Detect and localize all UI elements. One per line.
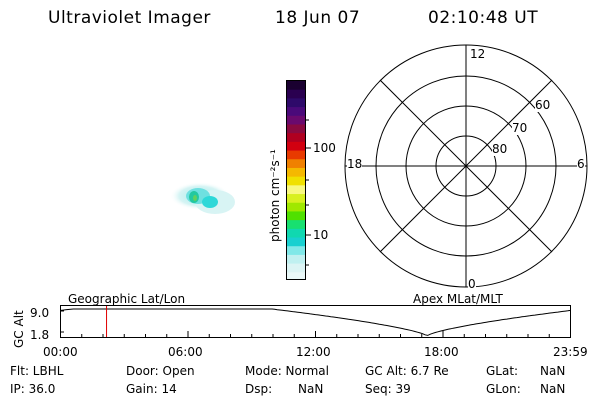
colorbar-segment bbox=[287, 254, 305, 265]
colorbar-segment bbox=[287, 107, 305, 117]
mlat-label-60: 60 bbox=[535, 98, 551, 112]
colorbar-segment bbox=[287, 81, 305, 91]
aurora-image bbox=[170, 182, 235, 214]
mlt-label-12: 12 bbox=[470, 47, 486, 61]
colorbar-segment bbox=[287, 159, 305, 169]
colorbar-segment bbox=[287, 133, 305, 143]
colorbar-segment bbox=[287, 246, 305, 256]
info-dsp-label: Dsp: bbox=[245, 382, 273, 396]
timeline-ytick-low: 1.8 bbox=[30, 328, 50, 342]
time-label: 02:10:48 UT bbox=[428, 8, 539, 28]
info-flt: Flt: LBHL bbox=[10, 364, 64, 378]
colorbar-tick-100: 100 bbox=[313, 141, 336, 155]
timeline-right-title: Apex MLat/MLT bbox=[413, 292, 503, 306]
colorbar-segment bbox=[287, 194, 305, 204]
colorbar-tick-10: 10 bbox=[313, 228, 329, 242]
mlat-label-80: 80 bbox=[492, 142, 508, 156]
colorbar-segment bbox=[287, 228, 305, 239]
mlat-label-70: 70 bbox=[512, 121, 528, 135]
colorbar-segment bbox=[287, 272, 305, 279]
colorbar-unit-label: photon cm⁻²s⁻¹ bbox=[268, 149, 282, 242]
colorbar bbox=[286, 80, 306, 280]
colorbar-segment bbox=[287, 115, 305, 125]
timeline-plot bbox=[60, 305, 571, 338]
colorbar-segment bbox=[287, 167, 305, 178]
colorbar-segment bbox=[287, 211, 305, 221]
polar-plot bbox=[344, 44, 588, 288]
info-seq: Seq: 39 bbox=[365, 382, 411, 396]
timeline-xtick-1: 06:00 bbox=[168, 345, 203, 359]
colorbar-segment bbox=[287, 89, 305, 99]
colorbar-segment bbox=[287, 185, 305, 195]
info-glon-value: NaN bbox=[540, 382, 566, 396]
colorbar-segment bbox=[287, 98, 305, 108]
mlt-label-6: 6 bbox=[577, 157, 585, 171]
timeline-xtick-2: 12:00 bbox=[296, 345, 331, 359]
info-ip: IP: 36.0 bbox=[10, 382, 56, 396]
colorbar-segment bbox=[287, 124, 305, 134]
timeline-ytick-high: 9.0 bbox=[30, 306, 50, 320]
timeline-frame bbox=[60, 305, 571, 338]
colorbar-segment bbox=[287, 237, 305, 247]
app-title: Ultraviolet Imager bbox=[48, 8, 211, 28]
polar-diagonal-2 bbox=[379, 79, 553, 253]
timeline-xtick-4: 23:59 bbox=[553, 345, 588, 359]
info-gain: Gain: 14 bbox=[126, 382, 177, 396]
info-glon-label: GLon: bbox=[486, 382, 521, 396]
colorbar-ticks bbox=[306, 119, 311, 266]
info-door: Door: Open bbox=[126, 364, 195, 378]
info-mode: Mode: Normal bbox=[245, 364, 329, 378]
timeline-xtick-0: 00:00 bbox=[43, 345, 78, 359]
timeline-ylabel: GC Alt bbox=[12, 310, 26, 348]
colorbar-segment bbox=[287, 220, 305, 230]
colorbar-segment bbox=[287, 176, 305, 186]
colorbar-segment bbox=[287, 202, 305, 212]
colorbar-segment bbox=[287, 263, 305, 273]
date-label: 18 Jun 07 bbox=[275, 8, 361, 28]
altitude-curve bbox=[60, 308, 571, 336]
timeline-left-title: Geographic Lat/Lon bbox=[68, 292, 186, 306]
mlt-label-18: 18 bbox=[347, 157, 363, 171]
mlt-label-0: 0 bbox=[468, 277, 476, 291]
colorbar-segment bbox=[287, 141, 305, 152]
info-glat-value: NaN bbox=[540, 364, 566, 378]
info-glat-label: GLat: bbox=[486, 364, 519, 378]
info-dsp-value: NaN bbox=[298, 382, 324, 396]
colorbar-segment bbox=[287, 150, 305, 160]
timeline-xtick-3: 18:00 bbox=[424, 345, 459, 359]
info-gc-alt: GC Alt: 6.7 Re bbox=[365, 364, 449, 378]
